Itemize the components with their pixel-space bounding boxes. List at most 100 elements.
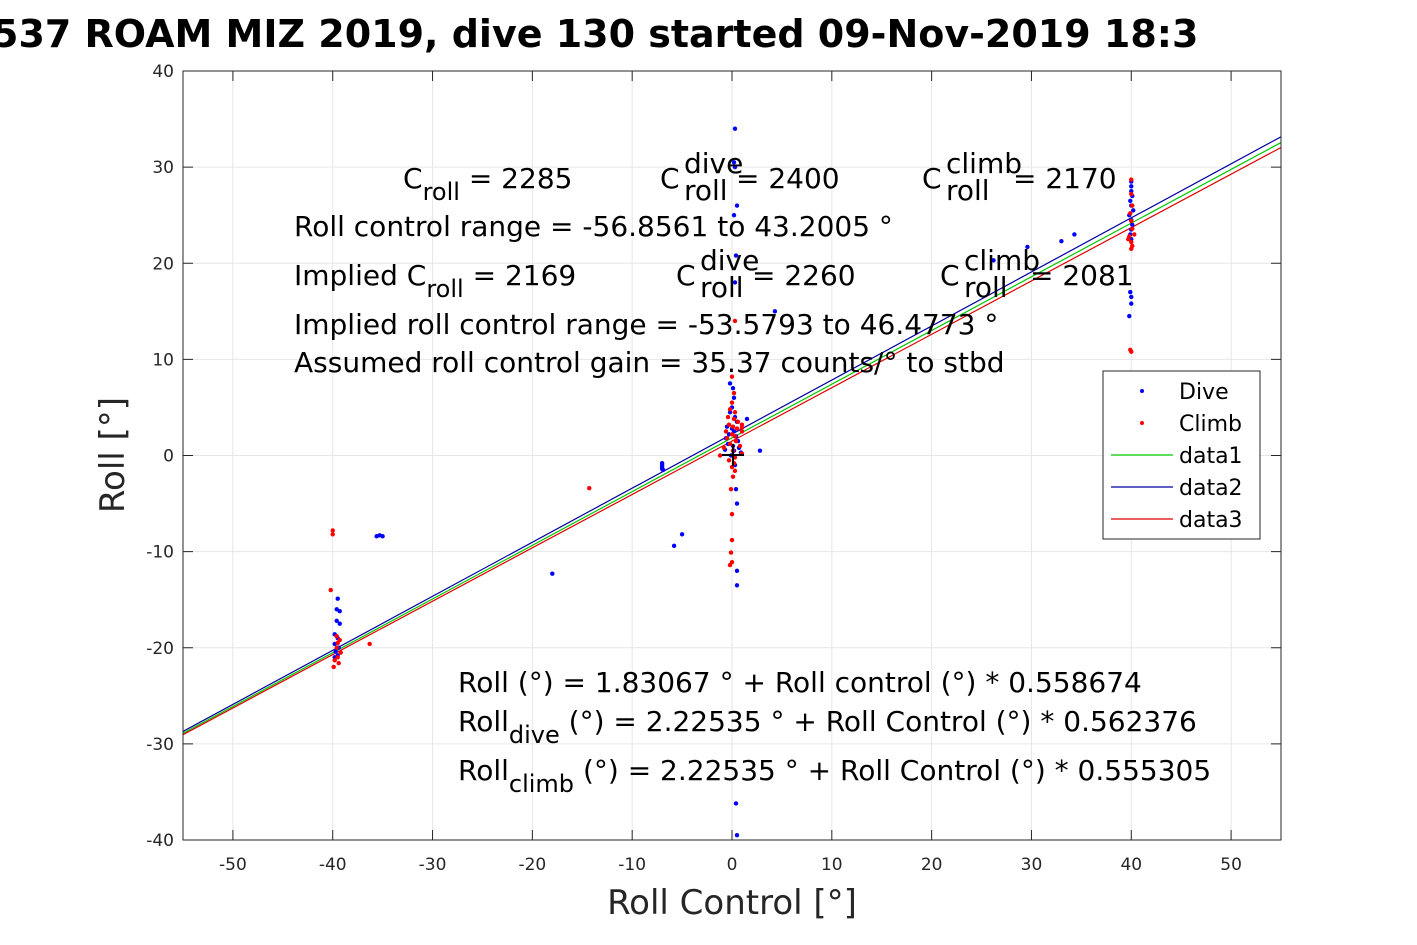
- point-climb: [334, 634, 339, 639]
- point-climb: [728, 550, 734, 555]
- point-climb: [732, 468, 738, 474]
- point-climb: [332, 658, 337, 663]
- point-climb: [733, 438, 739, 444]
- point-climb: [335, 640, 340, 646]
- point-dive: [733, 253, 739, 258]
- point-dive: [550, 571, 555, 576]
- x-tick-label: -50: [219, 855, 247, 875]
- y-tick-labels: -40 -30 -20 -10 0 10 20 30 40: [146, 62, 174, 851]
- annot-c-dive-sup: dive: [684, 147, 743, 180]
- point-dive: [732, 280, 738, 285]
- point-dive: [337, 621, 342, 626]
- point-climb: [335, 655, 340, 660]
- point-dive: [734, 203, 740, 208]
- y-tick-label: 10: [152, 350, 174, 370]
- annot-c-climb-sup: climb: [946, 147, 1022, 180]
- annot-c-climb: C: [922, 162, 942, 195]
- point-dive: [731, 212, 737, 218]
- point-dive: [732, 126, 738, 131]
- point-climb: [721, 445, 727, 451]
- point-climb: [1129, 246, 1134, 252]
- point-climb: [732, 318, 738, 324]
- legend-data3: data3: [1179, 508, 1243, 533]
- chart-title: 537 ROAM MIZ 2019, dive 130 started 09-N…: [0, 12, 1198, 56]
- point-climb: [1128, 211, 1133, 216]
- y-tick-label: -10: [146, 543, 174, 563]
- point-climb: [1129, 191, 1134, 197]
- annot-c-dive: C: [660, 162, 680, 195]
- point-dive: [734, 583, 740, 588]
- fit-line-data3: [182, 146, 1282, 736]
- data-points: [328, 126, 1137, 838]
- point-dive: [660, 467, 666, 473]
- point-climb: [732, 410, 738, 415]
- point-climb: [723, 429, 729, 434]
- y-tick-label: -30: [146, 735, 174, 755]
- point-dive: [734, 568, 740, 574]
- annot-gain: Assumed roll control gain = 35.37 counts…: [294, 346, 1005, 379]
- annot-fit-all: Roll (°) = 1.83067 ° + Roll control (°) …: [458, 666, 1142, 699]
- annot-c-roll: Croll = 2285: [403, 162, 572, 206]
- y-axis-label: Roll [°]: [93, 397, 133, 513]
- point-climb: [587, 485, 592, 491]
- point-climb: [732, 434, 738, 439]
- point-dive: [1072, 232, 1077, 237]
- point-climb: [727, 407, 733, 412]
- point-dive: [733, 486, 739, 492]
- point-dive: [333, 649, 338, 654]
- point-climb: [328, 587, 333, 593]
- point-dive: [1131, 208, 1136, 213]
- point-climb: [739, 429, 745, 434]
- point-climb: [729, 511, 735, 517]
- point-dive: [734, 501, 740, 506]
- y-tick-label: 30: [152, 158, 174, 178]
- annot-fit-dive: Rolldive (°) = 2.22535 ° + Roll Control …: [458, 705, 1197, 749]
- point-climb: [336, 660, 341, 666]
- axis-ticks: [183, 70, 1281, 841]
- point-dive: [744, 416, 750, 422]
- annot-implied-c-dive-sup: dive: [700, 244, 759, 277]
- annot-implied-c-climb: C: [940, 259, 960, 292]
- annot-implied-c-climb-sub: roll: [964, 271, 1008, 304]
- point-dive: [1129, 184, 1134, 189]
- point-climb: [1129, 177, 1134, 182]
- x-tick-label: 30: [1021, 855, 1043, 875]
- x-tick-label: 0: [727, 855, 738, 875]
- point-climb: [728, 486, 734, 492]
- point-dive: [679, 532, 685, 537]
- x-tick-label: 40: [1120, 855, 1142, 875]
- legend-dive-marker: [1140, 389, 1144, 393]
- y-tick-label: 40: [152, 62, 174, 82]
- point-climb: [730, 424, 736, 429]
- annot-c-climb-value: = 2170: [1013, 162, 1117, 195]
- point-dive: [731, 395, 737, 401]
- point-dive: [732, 164, 738, 170]
- point-dive: [991, 258, 996, 263]
- point-climb: [330, 528, 335, 533]
- point-dive: [334, 618, 339, 624]
- point-climb: [334, 645, 339, 650]
- y-tick-label: -40: [146, 831, 174, 851]
- point-climb: [737, 443, 743, 449]
- point-climb: [717, 453, 723, 458]
- point-climb: [1129, 218, 1134, 224]
- point-dive: [1128, 289, 1133, 295]
- point-climb: [734, 426, 740, 431]
- x-tick-label: -10: [618, 855, 646, 875]
- legend-data2: data2: [1179, 476, 1243, 501]
- point-climb: [727, 562, 733, 568]
- point-dive: [734, 832, 740, 838]
- point-climb: [1132, 232, 1137, 237]
- annot-range: Roll control range = -56.8561 to 43.2005…: [294, 210, 893, 243]
- x-axis-label: Roll Control [°]: [607, 883, 857, 923]
- point-climb: [729, 400, 735, 405]
- x-tick-label: 50: [1220, 855, 1242, 875]
- point-climb: [731, 390, 737, 396]
- point-dive: [1059, 238, 1064, 244]
- annot-implied-c-climb-value: = 2081: [1030, 259, 1134, 292]
- annotations: Croll = 2285 C dive roll = 2400 C climb …: [294, 147, 1211, 798]
- legend-climb: Climb: [1179, 412, 1242, 437]
- point-dive: [1129, 294, 1134, 300]
- point-dive: [733, 801, 739, 806]
- point-climb: [724, 435, 730, 441]
